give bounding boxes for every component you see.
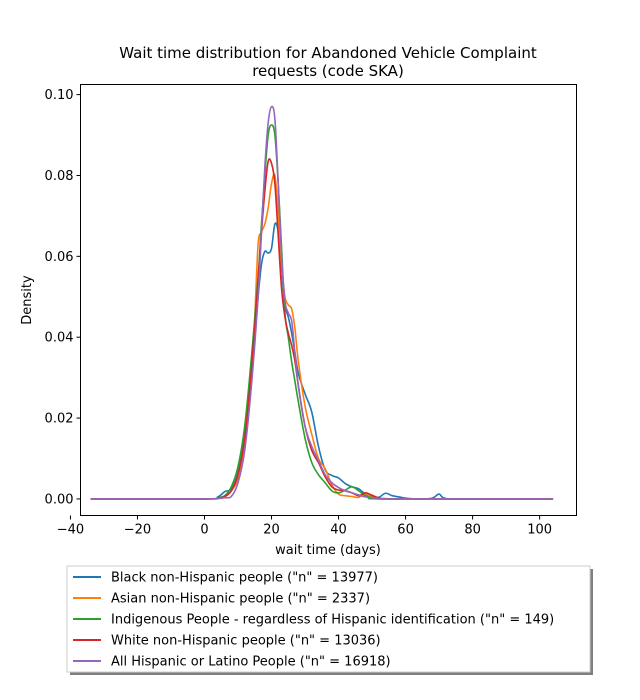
y-axis: 0.00 0.02 0.04 0.06 0.08 0.10 [45, 88, 81, 507]
x-tick-label: −20 [124, 523, 151, 538]
legend-label-3: White non-Hispanic people ("n" = 13036) [111, 634, 381, 649]
x-tick-label: 20 [263, 523, 280, 538]
chart-title-line-1: Wait time distribution for Abandoned Veh… [119, 44, 537, 62]
x-tick-label: −40 [57, 523, 84, 538]
legend-box [66, 565, 591, 673]
series-line-2 [90, 124, 554, 500]
y-tick-label: 0.04 [45, 331, 74, 346]
x-tick-label: 60 [397, 523, 414, 538]
y-axis-label: Density [20, 275, 35, 325]
legend-label-1: Asian non-Hispanic people ("n" = 2337) [111, 592, 370, 607]
x-axis: −40 −20 0 20 40 60 80 100 [57, 515, 552, 538]
x-tick-label: 40 [330, 523, 347, 538]
y-tick-label: 0.00 [45, 492, 74, 507]
x-axis-label: wait time (days) [275, 543, 381, 558]
legend-label-4: All Hispanic or Latino People ("n" = 169… [111, 655, 391, 670]
legend-label-2: Indigenous People - regardless of Hispan… [111, 613, 554, 628]
x-tick-label: 80 [464, 523, 481, 538]
plot-area [90, 105, 554, 500]
x-tick-label: 100 [527, 523, 552, 538]
series-line-1 [90, 173, 554, 500]
plot-frame [80, 84, 577, 516]
x-tick-label: 0 [200, 523, 208, 538]
y-tick-label: 0.02 [45, 412, 74, 427]
y-tick-label: 0.08 [45, 169, 74, 184]
chart-title-line-2: requests (code SKA) [252, 62, 404, 80]
legend-label-0: Black non-Hispanic people ("n" = 13977) [111, 571, 378, 586]
series-line-0 [90, 222, 554, 500]
series-line-4 [90, 105, 554, 500]
y-tick-label: 0.10 [45, 88, 74, 103]
legend: Black non-Hispanic people ("n" = 13977) A… [66, 565, 593, 675]
series-line-3 [90, 158, 554, 500]
y-tick-label: 0.06 [45, 250, 74, 265]
